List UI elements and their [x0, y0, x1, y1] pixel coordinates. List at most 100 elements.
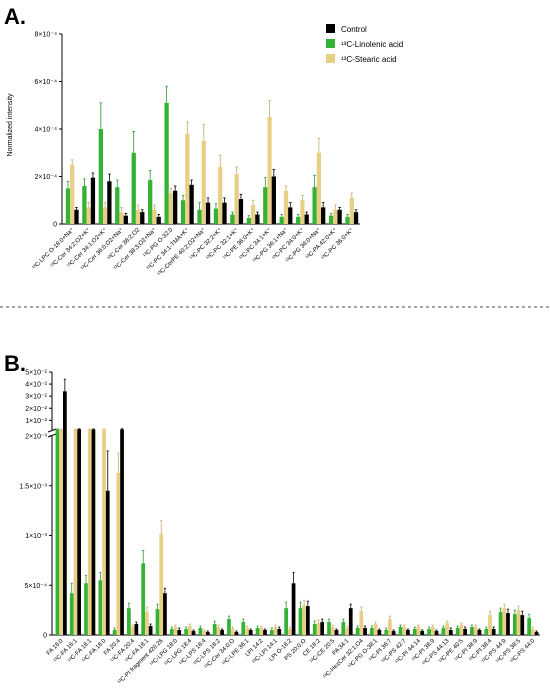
a-bar-control: [255, 214, 260, 224]
b-bar-control: [120, 429, 124, 635]
b-bar-stearic: [187, 626, 192, 635]
a-bar-linolenic: [213, 208, 219, 224]
b-bar-linolenic: [298, 608, 303, 635]
b-ytick-label: 0: [43, 633, 47, 640]
b-bar-control: [334, 630, 339, 635]
chart-a: Normalized intensity 0 2×10⁻⁴ 4×10⁻⁴ 6×10⁻⁴…: [7, 32, 360, 278]
a-bar-stearic: [250, 205, 256, 224]
legend-label-stearic: ¹³C-Stearic acid: [341, 55, 397, 64]
b-bar-linolenic: [141, 563, 146, 635]
b-bar-linolenic: [84, 583, 88, 635]
b-bar-linolenic: [255, 628, 260, 635]
b-bar-stearic: [259, 628, 264, 635]
b-bar-control: [134, 624, 139, 635]
b-bar-control: [463, 629, 467, 635]
b-bar-control: [105, 490, 110, 635]
b-bar-stearic: [373, 624, 378, 635]
a-bar-linolenic: [164, 102, 169, 224]
b-bar-control: [434, 631, 439, 635]
a-bar-stearic: [300, 200, 305, 224]
a-bar-stearic: [283, 190, 289, 224]
b-bar-stearic: [316, 623, 321, 635]
b-bar-linolenic: [212, 624, 217, 635]
b-bar-control: [205, 632, 210, 635]
b-ytick-label: 4×10⁻²: [25, 382, 47, 389]
b-bar-stearic: [359, 611, 364, 635]
b-bar-control: [263, 630, 267, 635]
b-bar-linolenic: [355, 628, 360, 635]
b-bar-linolenic: [470, 627, 474, 635]
b-bar-control: [191, 631, 196, 635]
a-bar-stearic: [185, 133, 190, 224]
b-ytick-label: 1×10⁻²: [25, 418, 47, 425]
b-bar-stearic: [173, 627, 178, 635]
b-bar-control: [77, 429, 82, 635]
a-bar-stearic: [349, 197, 354, 225]
b-bar-linolenic: [98, 580, 103, 635]
b-bar-linolenic: [69, 593, 74, 635]
b-bar-stearic: [488, 615, 492, 635]
a-bar-control: [271, 176, 276, 224]
b-bar-linolenic: [527, 618, 531, 635]
b-bar-control: [448, 630, 453, 635]
b-bar-linolenic: [269, 630, 274, 635]
a-bar-control: [353, 212, 359, 225]
b-bar-control: [248, 630, 253, 635]
b-bar-linolenic: [498, 612, 503, 635]
a-ytick-label: 4×10⁻⁴: [35, 127, 57, 134]
b-bar-stearic: [402, 627, 407, 635]
a-bar-stearic: [135, 209, 141, 224]
a-bar-linolenic: [230, 214, 235, 224]
a-bar-control: [107, 181, 112, 224]
b-bar-stearic: [502, 608, 507, 635]
b-bar-control: [91, 429, 96, 635]
b-bar-stearic: [302, 605, 307, 635]
b-bar-linolenic: [312, 624, 317, 635]
a-bar-linolenic: [180, 200, 186, 224]
b-bar-stearic: [287, 629, 292, 635]
b-bar-control: [391, 631, 396, 635]
b-bar-linolenic: [327, 622, 331, 635]
b-bar-stearic: [516, 610, 521, 636]
b-ytick-label: 2×10⁻²: [25, 406, 47, 413]
b-bar-control: [234, 632, 239, 635]
a-bar-control: [321, 207, 326, 225]
b-axis-break-mark: [47, 433, 57, 438]
b-bar-control: [320, 622, 325, 635]
b-bar-control: [377, 630, 382, 635]
a-bar-control: [74, 209, 79, 224]
a-bar-linolenic: [82, 186, 87, 224]
b-bar-control: [534, 632, 539, 635]
b-bar-control: [306, 606, 310, 635]
b-bar-stearic: [245, 628, 249, 635]
b-bar-control: [277, 629, 282, 635]
b-bar-linolenic: [127, 608, 131, 635]
b-bar-linolenic: [512, 614, 517, 635]
a-bar-control: [222, 202, 227, 225]
b-bar-linolenic: [155, 609, 160, 635]
b-ytick-label: 3×10⁻²: [25, 394, 47, 401]
a-bar-linolenic: [115, 187, 120, 224]
a-bar-control: [156, 216, 161, 225]
a-bar-stearic: [234, 174, 239, 225]
b-bar-control: [348, 608, 353, 635]
b-bar-stearic: [145, 612, 149, 635]
b-bar-linolenic: [455, 628, 460, 635]
a-bar-stearic: [86, 207, 91, 225]
a-bar-stearic: [316, 152, 322, 224]
b-bar-stearic: [87, 429, 92, 635]
chart-b: 0 5×10⁻⁴ 1×10⁻³ 1.5×10⁻³ 2×10⁻³ 1×10⁻² 2×10⁻² 3…: [19, 370, 540, 686]
b-bar-stearic: [416, 627, 421, 635]
a-bar-linolenic: [345, 216, 350, 225]
b-bar-linolenic: [112, 630, 117, 635]
b-bar-stearic: [388, 619, 392, 635]
a-bar-stearic: [218, 167, 223, 224]
b-bar-control: [63, 391, 67, 635]
b-bar-stearic: [473, 627, 478, 635]
b-bar-stearic: [230, 629, 235, 635]
b-bar-linolenic: [412, 629, 417, 635]
b-bar-stearic: [345, 628, 349, 635]
b-bar-linolenic: [441, 628, 446, 635]
b-bar-control: [148, 626, 153, 635]
a-bar-stearic: [119, 212, 124, 225]
